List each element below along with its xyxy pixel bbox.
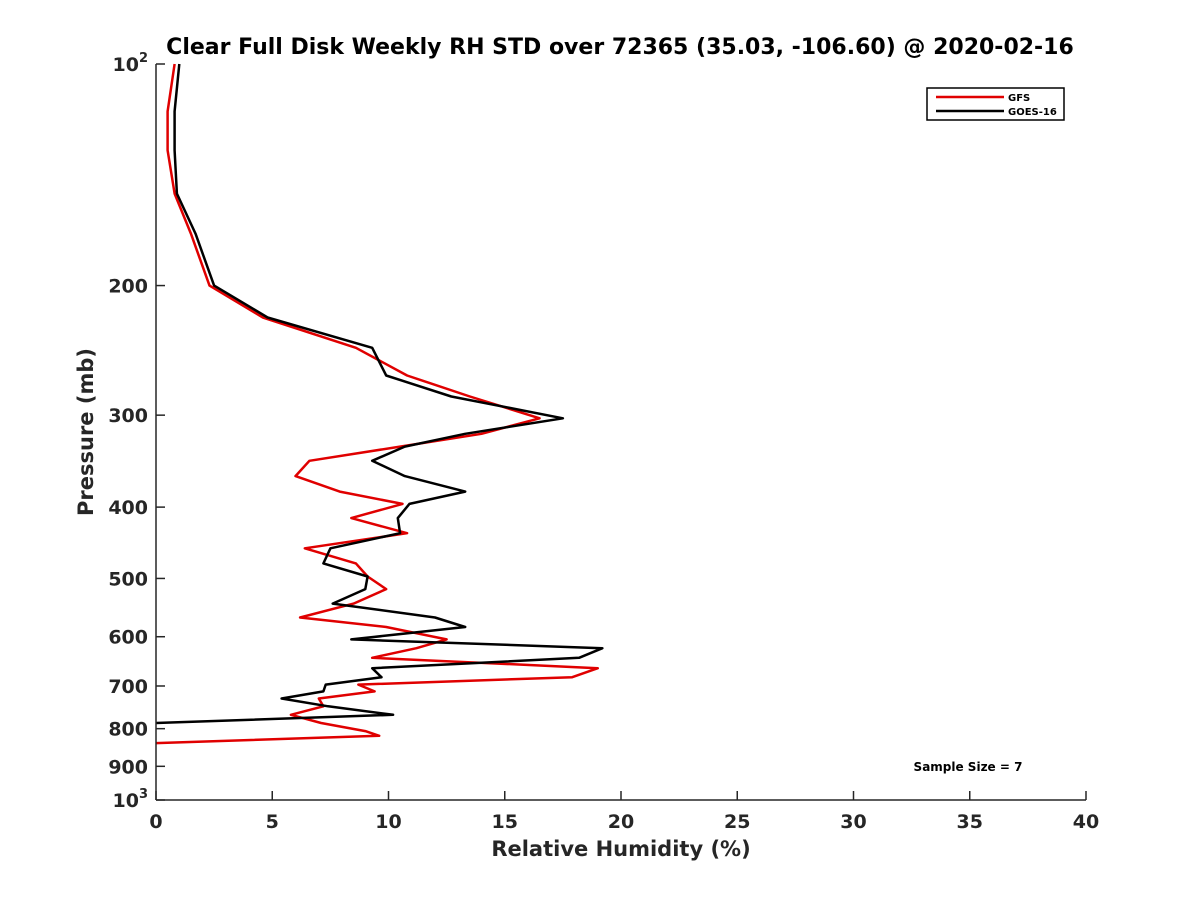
x-tick-label: 5 — [266, 811, 279, 833]
y-tick-label: 300 — [108, 405, 148, 427]
chart-title: Clear Full Disk Weekly RH STD over 72365… — [166, 35, 1074, 60]
x-tick-label: 30 — [840, 811, 866, 833]
y-tick-label: 400 — [108, 497, 148, 519]
axes-layer: 0 5 10 15 20 25 30 35 40 102 200 300 400 500 600 700 800… — [108, 51, 1099, 833]
y-tick-label: 103 — [113, 787, 149, 812]
plot-area — [156, 64, 1086, 800]
y-tick-label: 500 — [108, 568, 148, 590]
legend: GFS GOES-16 — [926, 87, 1065, 121]
x-tick-label: 10 — [375, 811, 401, 833]
y-tick-label: 800 — [108, 719, 148, 741]
x-tick-label: 25 — [724, 811, 750, 833]
sample-size-annotation: Sample Size = 7 — [914, 760, 1023, 774]
x-tick-label: 35 — [957, 811, 983, 833]
x-tick-label: 15 — [492, 811, 518, 833]
series-line-gfs — [155, 63, 600, 745]
y-tick-label: 900 — [108, 756, 148, 778]
x-tick-label: 40 — [1073, 811, 1099, 833]
series-line-goes-16 — [155, 63, 604, 725]
y-tick-label: 200 — [108, 276, 148, 298]
legend-label-gfs: GFS — [1008, 93, 1030, 104]
x-tick-label: 20 — [608, 811, 634, 833]
x-tick-label: 0 — [149, 811, 162, 833]
series-layer — [155, 63, 604, 745]
y-axis-label: Pressure (mb) — [74, 348, 98, 516]
y-tick-label: 700 — [108, 676, 148, 698]
legend-box — [926, 87, 1065, 121]
x-axis-label: Relative Humidity (%) — [491, 837, 750, 861]
y-tick-label: 102 — [113, 51, 149, 76]
legend-label-goes-16: GOES-16 — [1008, 107, 1057, 118]
y-tick-label: 600 — [108, 627, 148, 649]
